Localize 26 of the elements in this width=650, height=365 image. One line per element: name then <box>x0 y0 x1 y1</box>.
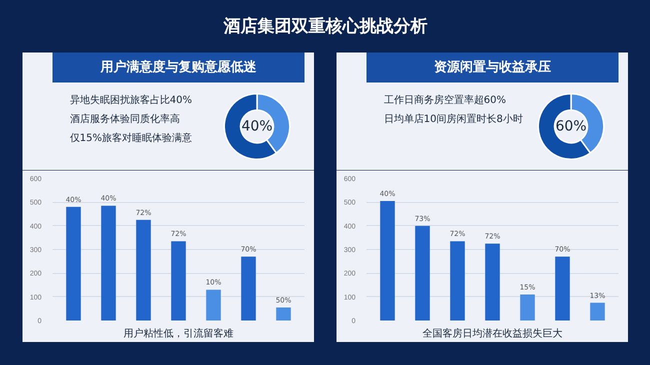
text: 40% <box>241 118 273 134</box>
text: 60% <box>555 118 587 134</box>
chart-title: 用户满意度与复购意愿低迷 <box>100 59 258 75</box>
bar <box>101 206 116 320</box>
bar <box>206 290 221 320</box>
x-axis-title: 全国客房日均潜在收益损失巨大 <box>422 328 562 340</box>
text: 日均单店10间房闲置时长8小时 <box>384 113 523 125</box>
bar <box>415 226 430 320</box>
bar <box>276 307 291 320</box>
text: 工作日商务房空置率超60% <box>384 94 506 106</box>
bar <box>136 220 151 320</box>
bar <box>241 256 256 320</box>
bar <box>450 241 465 320</box>
bar <box>171 241 186 320</box>
bar <box>380 200 395 320</box>
bar <box>555 256 570 320</box>
text: 仅15%旅客对睡眠体验满意 <box>70 132 192 144</box>
bar <box>66 206 81 320</box>
bar <box>520 294 535 320</box>
chart-title: 资源闲置与收益承压 <box>434 60 551 75</box>
text: 酒店集团双重核心挑战分析 <box>222 16 428 36</box>
bar <box>485 244 500 320</box>
bar <box>590 302 605 320</box>
text: 酒店服务体验同质化率高 <box>70 113 180 125</box>
text: 异地失眠困扰旅客占比40% <box>70 94 192 106</box>
x-axis-title: 用户粘性低，引流留客难 <box>124 328 234 340</box>
